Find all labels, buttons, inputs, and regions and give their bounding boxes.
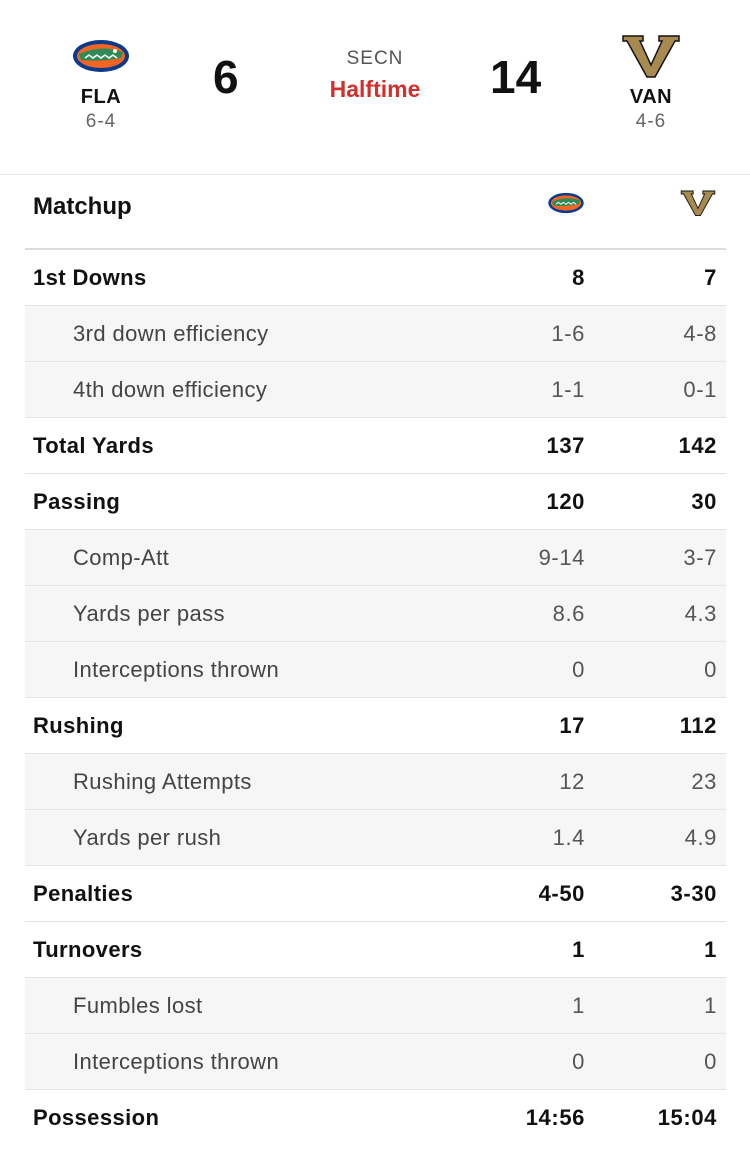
stat-label: Comp-Att bbox=[73, 545, 170, 570]
away-stat-value: 1 bbox=[704, 937, 717, 962]
home-stat-value: 4-50 bbox=[538, 881, 585, 906]
game-period: Halftime bbox=[329, 76, 421, 102]
stat-row: Total Yards 137 142 bbox=[25, 418, 726, 474]
home-stat-value: 8 bbox=[572, 265, 585, 290]
home-stat-value: 1 bbox=[572, 937, 585, 962]
stat-label: 4th down efficiency bbox=[73, 377, 268, 402]
vanderbilt-v-logo-icon bbox=[591, 28, 711, 84]
away-stat-value: 4.3 bbox=[684, 601, 717, 626]
home-score: 6 bbox=[213, 51, 239, 103]
stat-label: 1st Downs bbox=[33, 265, 147, 290]
home-stat-value: 17 bbox=[559, 713, 585, 738]
away-stat-value: 112 bbox=[679, 713, 717, 738]
stat-row: 3rd down efficiency 1-6 4-8 bbox=[25, 306, 726, 362]
home-stat-value: 12 bbox=[559, 769, 585, 794]
stat-label: 3rd down efficiency bbox=[73, 321, 269, 346]
matchup-rows: 1st Downs 8 7 3rd down efficiency 1-6 4-8 4th … bbox=[25, 250, 726, 1145]
stat-label: Interceptions thrown bbox=[73, 1049, 280, 1074]
stat-row: Yards per pass 8.6 4.3 bbox=[25, 586, 726, 642]
stat-row: Comp-Att 9-14 3-7 bbox=[25, 530, 726, 586]
home-stat-value: 137 bbox=[546, 433, 585, 458]
stat-label: Yards per rush bbox=[73, 825, 222, 850]
home-team-abbr: FLA bbox=[80, 86, 122, 108]
stat-label: Rushing bbox=[33, 713, 124, 738]
stat-row: 4th down efficiency 1-1 0-1 bbox=[25, 362, 726, 418]
scoreboard-header: FLA 6-4 6 SECN Halftime 14 VAN 4-6 bbox=[0, 0, 750, 175]
matchup-title: Matchup bbox=[33, 193, 132, 220]
stat-row: Possession 14:56 15:04 bbox=[25, 1090, 726, 1145]
stat-label: Penalties bbox=[33, 881, 134, 906]
tv-network: SECN bbox=[346, 48, 404, 69]
vanderbilt-v-logo-icon bbox=[678, 188, 718, 218]
stat-row: Penalties 4-50 3-30 bbox=[25, 866, 726, 922]
stat-row: Fumbles lost 1 1 bbox=[25, 978, 726, 1034]
away-stat-value: 4.9 bbox=[684, 825, 717, 850]
away-stat-value: 15:04 bbox=[657, 1105, 717, 1130]
away-stat-value: 3-30 bbox=[670, 881, 717, 906]
away-stat-value: 3-7 bbox=[683, 545, 717, 570]
stat-row: Yards per rush 1.4 4.9 bbox=[25, 810, 726, 866]
stat-label: Turnovers bbox=[33, 937, 143, 962]
gators-logo-icon bbox=[41, 28, 161, 84]
away-score: 14 bbox=[490, 51, 542, 103]
stat-label: Yards per pass bbox=[73, 601, 225, 626]
away-stat-value: 7 bbox=[704, 265, 717, 290]
away-stat-value: 0 bbox=[704, 657, 717, 682]
stat-row: Rushing Attempts 12 23 bbox=[25, 754, 726, 810]
home-team[interactable]: FLA 6-4 bbox=[41, 28, 161, 133]
away-team[interactable]: VAN 4-6 bbox=[591, 28, 711, 133]
home-stat-value: 9-14 bbox=[538, 545, 585, 570]
home-stat-value: 8.6 bbox=[552, 601, 585, 626]
stat-row: Interceptions thrown 0 0 bbox=[25, 642, 726, 698]
stat-row: Passing 120 30 bbox=[25, 474, 726, 530]
home-stat-value: 120 bbox=[546, 489, 585, 514]
stat-row: 1st Downs 8 7 bbox=[25, 250, 726, 306]
home-team-record: 6-4 bbox=[85, 111, 117, 132]
game-status: SECN Halftime bbox=[300, 48, 450, 103]
stat-row: Rushing 17 112 bbox=[25, 698, 726, 754]
home-stat-value: 0 bbox=[572, 657, 585, 682]
home-stat-value: 1.4 bbox=[552, 825, 585, 850]
stat-label: Possession bbox=[33, 1105, 160, 1130]
away-stat-value: 30 bbox=[691, 489, 717, 514]
away-team-abbr: VAN bbox=[629, 86, 673, 108]
away-stat-value: 4-8 bbox=[683, 321, 717, 346]
away-team-record: 4-6 bbox=[635, 111, 667, 132]
stat-label: Total Yards bbox=[33, 433, 154, 458]
away-stat-value: 23 bbox=[691, 769, 717, 794]
stat-label: Rushing Attempts bbox=[73, 769, 252, 794]
stat-row: Turnovers 1 1 bbox=[25, 922, 726, 978]
matchup-header: Matchup bbox=[25, 176, 726, 250]
home-stat-value: 1 bbox=[572, 993, 585, 1018]
home-stat-value: 1-6 bbox=[551, 321, 585, 346]
away-stat-value: 0 bbox=[704, 1049, 717, 1074]
gators-logo-icon bbox=[546, 188, 586, 218]
home-stat-value: 1-1 bbox=[551, 377, 585, 402]
away-stat-value: 142 bbox=[678, 433, 717, 458]
home-stat-value: 14:56 bbox=[525, 1105, 585, 1130]
stat-row: Interceptions thrown 0 0 bbox=[25, 1034, 726, 1090]
stat-label: Interceptions thrown bbox=[73, 657, 280, 682]
away-stat-value: 0-1 bbox=[683, 377, 717, 402]
matchup-table: Matchup 1st Downs 8 7 3rd down efficiency 1-… bbox=[25, 176, 726, 1145]
stat-label: Passing bbox=[33, 489, 121, 514]
home-stat-value: 0 bbox=[572, 1049, 585, 1074]
stat-label: Fumbles lost bbox=[73, 993, 203, 1018]
away-stat-value: 1 bbox=[704, 993, 717, 1018]
